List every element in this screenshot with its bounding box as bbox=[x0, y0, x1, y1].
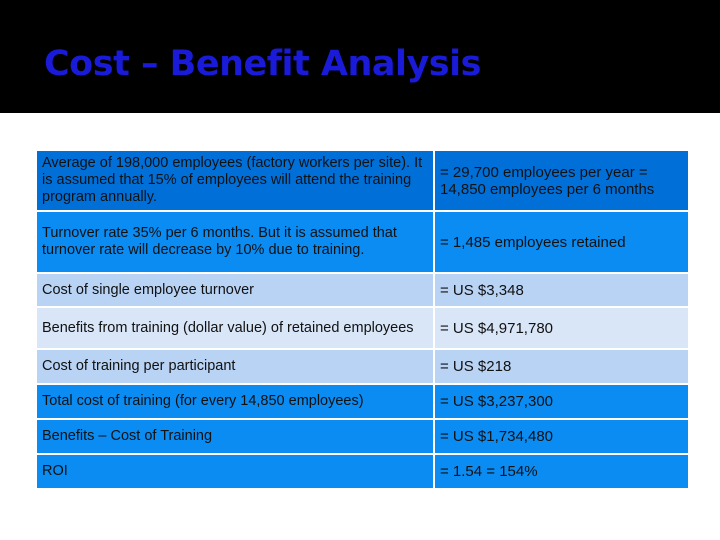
row-value: = US $3,348 bbox=[434, 273, 688, 307]
row-label: Benefits – Cost of Training bbox=[37, 419, 435, 454]
row-label: Turnover rate 35% per 6 months. But it i… bbox=[37, 211, 435, 273]
table-row: Total cost of training (for every 14,850… bbox=[37, 384, 688, 419]
title-bar: Cost – Benefit Analysis bbox=[0, 0, 720, 113]
table-row: Benefits from training (dollar value) of… bbox=[37, 307, 688, 349]
row-value: = 1.54 = 154% bbox=[434, 454, 688, 489]
row-value: = US $4,971,780 bbox=[434, 307, 688, 349]
table-row: Cost of training per participant = US $2… bbox=[37, 349, 688, 384]
table-row: Turnover rate 35% per 6 months. But it i… bbox=[37, 211, 688, 273]
table-row: ROI = 1.54 = 154% bbox=[37, 454, 688, 489]
table-row: Benefits – Cost of Training = US $1,734,… bbox=[37, 419, 688, 454]
row-label: Cost of training per participant bbox=[37, 349, 435, 384]
row-label: ROI bbox=[37, 454, 435, 489]
cost-benefit-table: Average of 198,000 employees (factory wo… bbox=[37, 151, 688, 490]
row-value: = US $218 bbox=[434, 349, 688, 384]
table-row: Average of 198,000 employees (factory wo… bbox=[37, 151, 688, 211]
row-label: Benefits from training (dollar value) of… bbox=[37, 307, 435, 349]
row-label: Cost of single employee turnover bbox=[37, 273, 435, 307]
row-value: = US $1,734,480 bbox=[434, 419, 688, 454]
row-label: Average of 198,000 employees (factory wo… bbox=[37, 151, 435, 211]
row-value: = 1,485 employees retained bbox=[434, 211, 688, 273]
row-label: Total cost of training (for every 14,850… bbox=[37, 384, 435, 419]
table-row: Cost of single employee turnover = US $3… bbox=[37, 273, 688, 307]
row-value: = US $3,237,300 bbox=[434, 384, 688, 419]
slide-title: Cost – Benefit Analysis bbox=[44, 44, 481, 84]
row-value: = 29,700 employees per year = 14,850 emp… bbox=[434, 151, 688, 211]
